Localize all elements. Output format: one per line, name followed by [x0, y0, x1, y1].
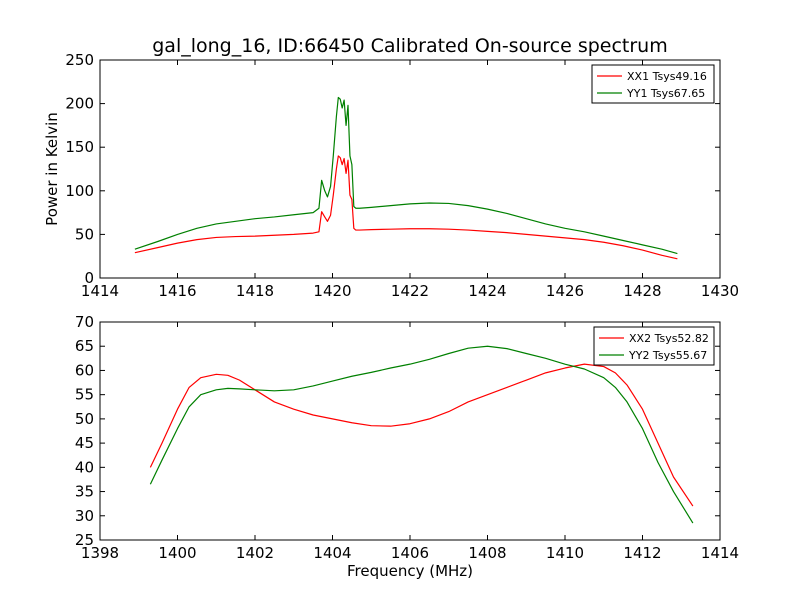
y-tick-label: 100	[65, 182, 94, 200]
legend-box	[593, 326, 715, 366]
series-line-2	[134, 96, 678, 255]
legend-entry: XX1 Tsys49.16	[627, 70, 707, 83]
y-tick-label: 30	[75, 507, 94, 525]
y-tick-label: 25	[75, 531, 94, 549]
x-tick-label: 1428	[623, 282, 661, 300]
y-tick-label: 200	[65, 95, 94, 113]
legend: XX2 Tsys52.82 YY2 Tsys55.67	[593, 326, 715, 366]
x-tick-label: 1412	[623, 544, 661, 562]
legend: XX1 Tsys49.16 YY1 Tsys67.65	[591, 64, 715, 104]
x-tick-label: 1430	[701, 282, 739, 300]
y-axis-label: Power in Kelvin	[43, 112, 61, 226]
x-tick-label: 1398	[81, 544, 119, 562]
legend-entry: YY2 Tsys55.67	[628, 349, 707, 362]
x-tick-label: 1400	[158, 544, 196, 562]
y-tick-label: 60	[75, 361, 94, 379]
legend-entry: YY1 Tsys67.65	[626, 87, 705, 100]
legend-entry: XX2 Tsys52.82	[629, 332, 709, 345]
x-tick-label: 1414	[701, 544, 739, 562]
figure-title: gal_long_16, ID:66450 Calibrated On-sour…	[152, 35, 667, 57]
x-tick-label: 1410	[546, 544, 584, 562]
x-tick-label: 1402	[236, 544, 274, 562]
x-tick-label: 1422	[391, 282, 429, 300]
y-tick-label: 55	[75, 386, 94, 404]
bottom-spectrum-plot: 1398 1400 1402 1404 1406 1408 1410 1412 1414 25 30…	[75, 313, 739, 580]
y-tick-label: 0	[84, 269, 94, 287]
y-tick-label: 35	[75, 483, 94, 501]
top-spectrum-plot: 1414 1416 1418 1420 1422 1424 1426 1428 1430 0 50 1…	[43, 51, 739, 300]
x-axis-label: Frequency (MHz)	[347, 562, 473, 580]
legend-box	[591, 64, 715, 104]
x-tick-label: 1426	[546, 282, 584, 300]
y-tick-label: 65	[75, 337, 94, 355]
y-tick-label: 40	[75, 458, 94, 476]
y-tick-label: 50	[75, 410, 94, 428]
series-line-1	[149, 363, 694, 507]
x-tick-label: 1406	[391, 544, 429, 562]
x-tick-label: 1414	[81, 282, 119, 300]
y-tick-label: 50	[75, 225, 94, 243]
series-line-2	[149, 345, 694, 524]
y-tick-label: 70	[75, 313, 94, 331]
series-line-1	[134, 155, 678, 260]
y-tick-label: 150	[65, 138, 94, 156]
x-tick-label: 1416	[158, 282, 196, 300]
x-tick-label: 1404	[313, 544, 351, 562]
x-tick-label: 1424	[468, 282, 506, 300]
y-tick-label: 250	[65, 51, 94, 69]
x-tick-label: 1408	[468, 544, 506, 562]
x-tick-label: 1420	[313, 282, 351, 300]
x-tick-label: 1418	[236, 282, 274, 300]
y-tick-label: 45	[75, 434, 94, 452]
